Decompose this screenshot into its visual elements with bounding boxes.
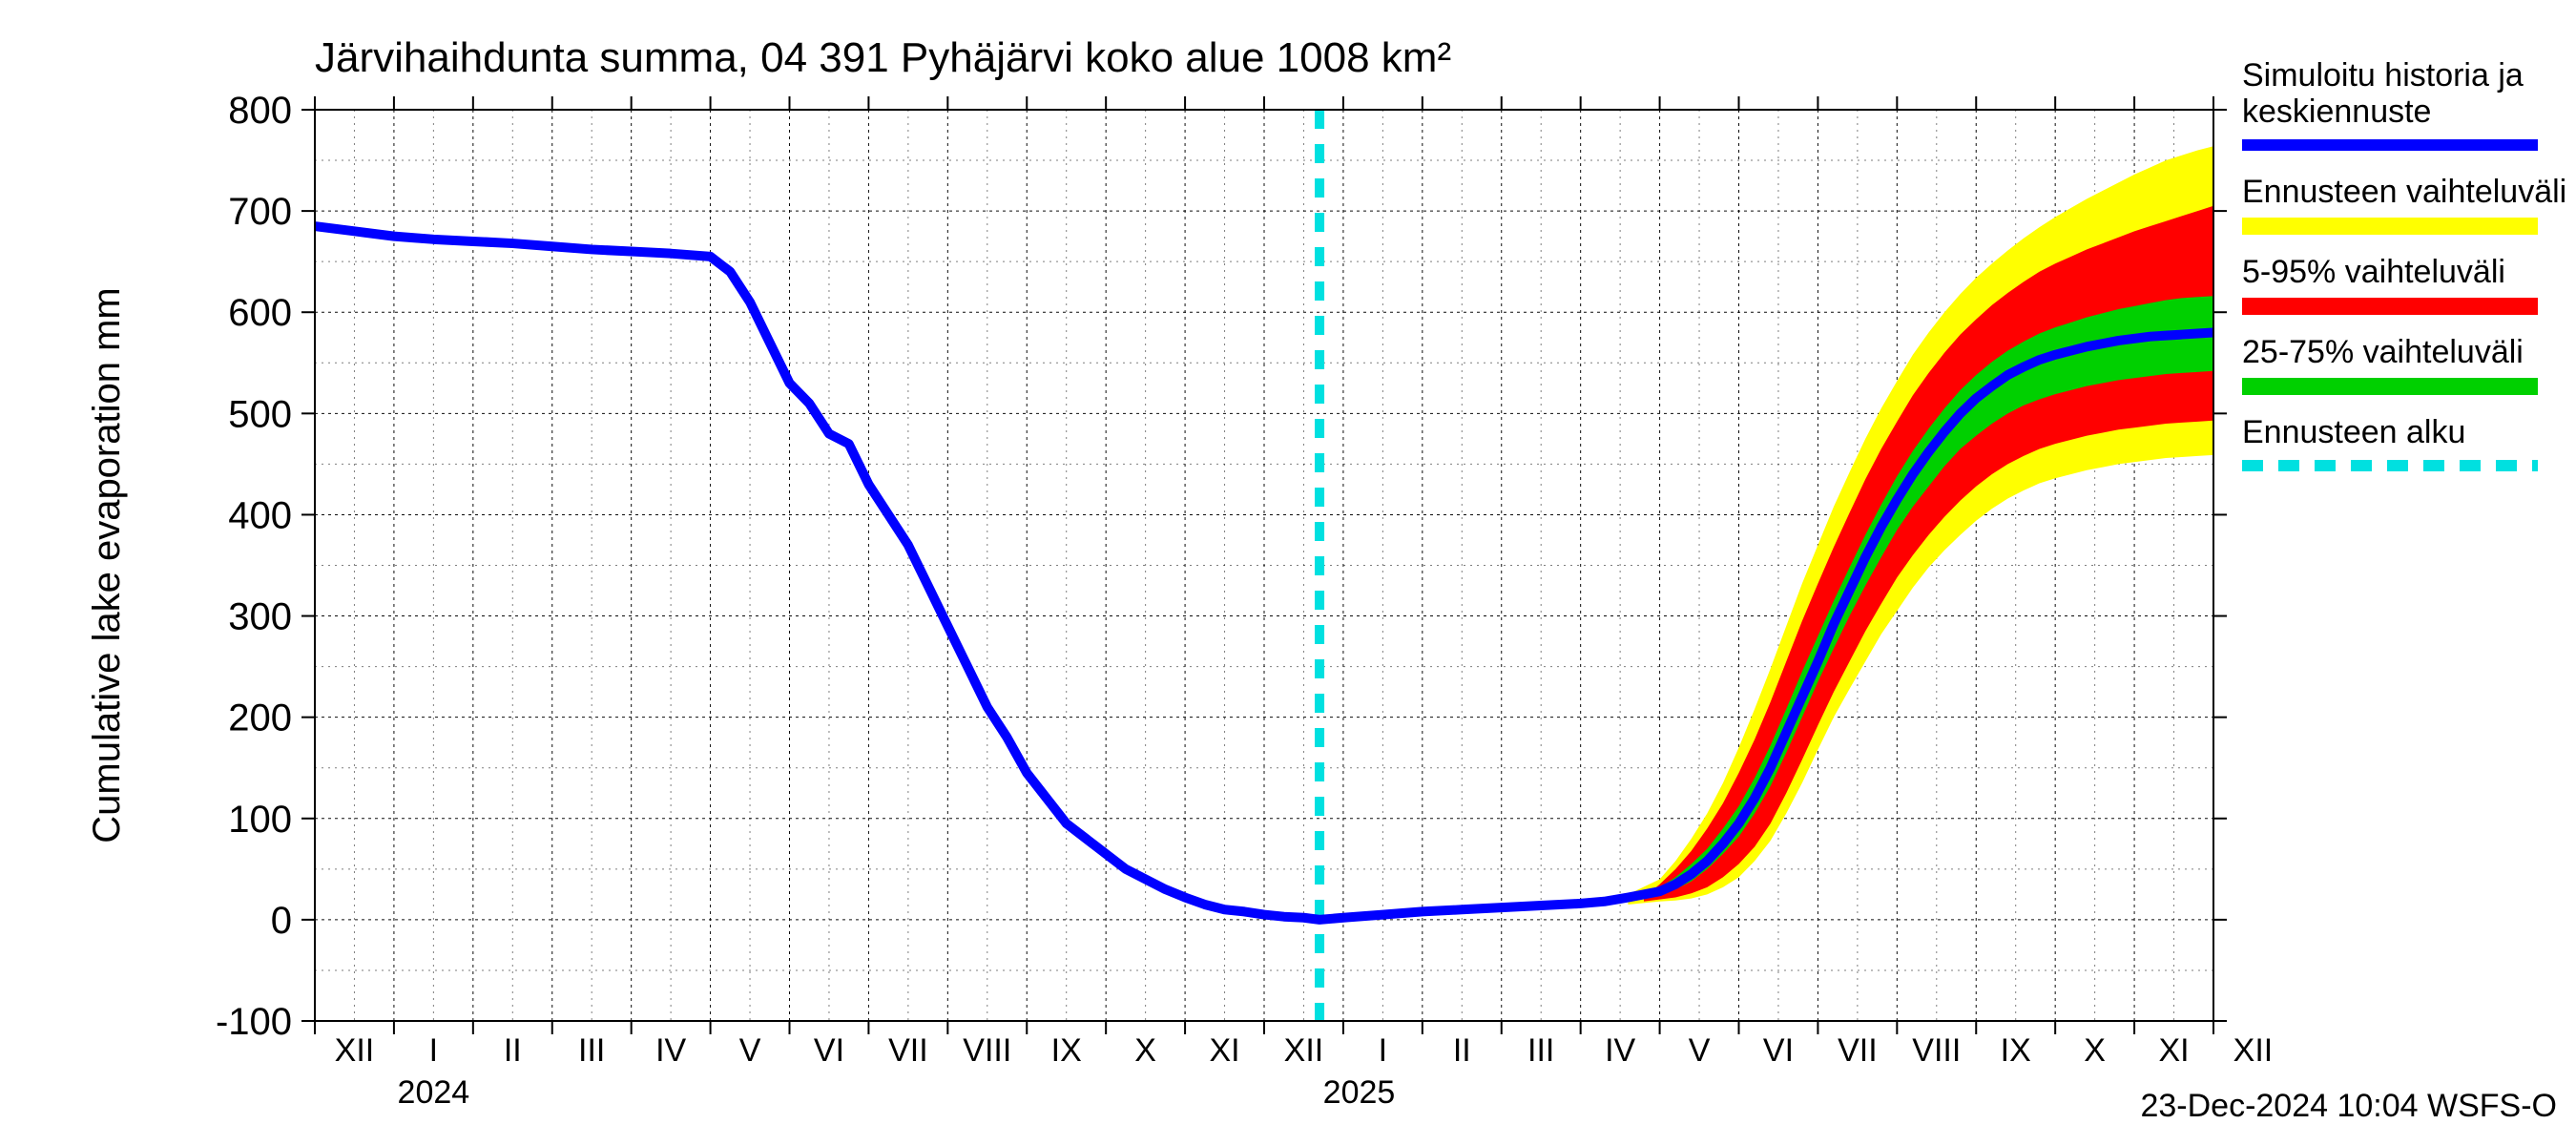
legend-item: 5-95% vaihteluväli	[2242, 254, 2538, 315]
y-tick-label: -100	[216, 1001, 292, 1043]
x-tick-label: VI	[1763, 1032, 1794, 1069]
legend-label: Simuloitu historia ja	[2242, 57, 2524, 94]
x-tick-label: VIII	[1912, 1032, 1961, 1069]
legend-label: 5-95% vaihteluväli	[2242, 254, 2505, 290]
x-tick-label: XI	[1209, 1032, 1239, 1069]
legend-label: keskiennuste	[2242, 94, 2431, 130]
y-tick-label: 400	[228, 494, 292, 536]
x-tick-label: XII	[335, 1032, 375, 1069]
y-tick-label: 500	[228, 393, 292, 435]
y-tick-label: 700	[228, 191, 292, 233]
x-tick-label: II	[1453, 1032, 1471, 1069]
legend-label: Ennusteen vaihteluväli	[2242, 174, 2566, 210]
y-tick-label: 800	[228, 90, 292, 132]
y-tick-label: 100	[228, 799, 292, 841]
x-tick-label: I	[429, 1032, 438, 1069]
legend-label: Ennusteen alku	[2242, 414, 2465, 450]
x-tick-label: VII	[1838, 1032, 1878, 1069]
lake-evaporation-chart: -1000100200300400500600700800XIIIIIIIIIV…	[0, 0, 2576, 1145]
x-tick-label: IX	[1051, 1032, 1082, 1069]
x-tick-label: VI	[814, 1032, 844, 1069]
x-tick-label: I	[1379, 1032, 1387, 1069]
x-tick-label: IX	[2001, 1032, 2031, 1069]
x-tick-label: II	[504, 1032, 522, 1069]
x-tick-label: VIII	[963, 1032, 1011, 1069]
x-tick-label: XII	[2233, 1032, 2274, 1069]
year-label: 2024	[398, 1074, 470, 1111]
legend-item: 25-75% vaihteluväli	[2242, 334, 2538, 395]
legend-swatch-band	[2242, 298, 2538, 315]
y-tick-label: 600	[228, 292, 292, 334]
x-tick-label: V	[1689, 1032, 1711, 1069]
y-tick-label: 300	[228, 596, 292, 638]
footer-timestamp: 23-Dec-2024 10:04 WSFS-O	[2140, 1088, 2557, 1124]
x-tick-label: X	[2084, 1032, 2106, 1069]
x-tick-label: III	[578, 1032, 605, 1069]
legend-label: 25-75% vaihteluväli	[2242, 334, 2524, 370]
legend-swatch-band	[2242, 218, 2538, 235]
x-tick-label: V	[739, 1032, 761, 1069]
x-tick-label: III	[1527, 1032, 1554, 1069]
x-tick-label: XI	[2158, 1032, 2189, 1069]
y-axis-label: Cumulative lake evaporation mm	[86, 287, 128, 843]
year-label: 2025	[1323, 1074, 1396, 1111]
x-tick-label: X	[1134, 1032, 1156, 1069]
legend-swatch-band	[2242, 378, 2538, 395]
x-tick-label: XII	[1284, 1032, 1324, 1069]
x-tick-label: IV	[655, 1032, 686, 1069]
chart-title: Järvihaihdunta summa, 04 391 Pyhäjärvi k…	[315, 34, 1451, 81]
legend-item: Ennusteen vaihteluväli	[2242, 174, 2566, 235]
x-tick-label: IV	[1605, 1032, 1635, 1069]
y-tick-label: 200	[228, 697, 292, 739]
x-tick-label: VII	[888, 1032, 928, 1069]
y-tick-label: 0	[271, 900, 292, 942]
